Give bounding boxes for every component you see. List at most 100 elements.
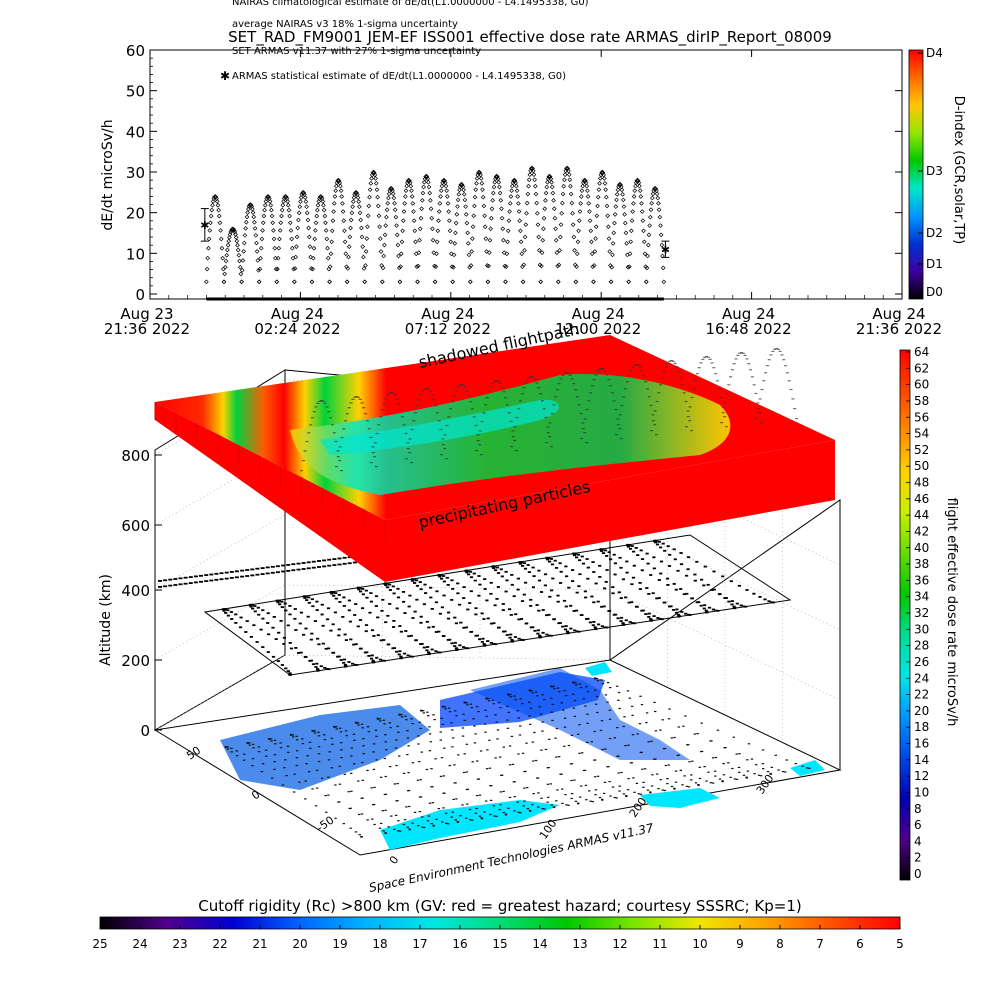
flightpath-marker (266, 622, 270, 624)
slab-track-marker (590, 385, 594, 387)
flightpath-marker (403, 612, 407, 614)
ground-track-marker (384, 775, 387, 778)
ground-track-marker (769, 772, 772, 775)
ground-track-marker (714, 756, 718, 759)
legend-armas-uncertainty: SET ARMAS v11.37 with 27% 1-sigma uncert… (232, 46, 481, 57)
flightpath-marker (529, 626, 533, 629)
upper-track-marker (224, 571, 229, 574)
ground-track-marker (309, 747, 312, 749)
ground-track-marker (269, 738, 273, 740)
flightpath-marker (752, 592, 756, 595)
ground-track-marker (642, 781, 645, 783)
ground-track-marker (348, 807, 351, 810)
flightpath-marker (294, 629, 298, 631)
armas-data-point (380, 279, 385, 285)
ground-track-marker (550, 804, 553, 806)
flightpath-marker (647, 616, 651, 618)
armas-data-point (498, 197, 504, 203)
dose-rate-colorbar: 6462605856545250484644424038363432302826… (899, 345, 959, 881)
ground-track-marker (417, 825, 420, 827)
armas-data-point (485, 279, 491, 285)
armas-data-point (275, 266, 280, 272)
ground-track-marker (494, 757, 497, 759)
ground-track-marker (559, 773, 562, 775)
flightpath-marker (679, 552, 683, 554)
upper-track-marker (265, 566, 270, 569)
flightpath-marker (442, 635, 446, 637)
armas-data-point (560, 200, 565, 206)
flightpath-marker (305, 599, 309, 601)
ground-track-marker (653, 701, 656, 703)
ground-track-marker (738, 771, 741, 773)
ground-track-marker (317, 731, 320, 733)
slab-track-marker (369, 436, 373, 439)
x-tick-label-date: Aug 24 (572, 305, 625, 323)
slab-cyan-core (320, 399, 559, 455)
flightpath-marker (502, 630, 506, 633)
ground-track-marker (570, 797, 573, 800)
plot-frame (149, 49, 903, 300)
armas-data-point (584, 183, 590, 189)
flightpath-marker (529, 605, 533, 607)
ground-track-marker (670, 737, 673, 739)
armas-data-point (237, 258, 242, 264)
armas-data-point (215, 202, 221, 208)
ground-track-marker (485, 715, 488, 717)
ground-map (153, 659, 842, 856)
ground-track-marker (496, 738, 499, 740)
upper-track-marker (281, 564, 286, 567)
upper-track-marker (301, 568, 306, 570)
ground-track-marker (711, 782, 715, 784)
armas-data-point (287, 220, 293, 226)
ground-track-marker (596, 775, 600, 777)
upper-track-marker (250, 568, 255, 571)
armas-data-point (591, 279, 596, 285)
ground-track-marker (703, 766, 706, 768)
flightpath-marker (480, 641, 484, 643)
slab-track-marker (730, 369, 734, 371)
armas-data-point (294, 234, 300, 240)
slab-track-marker (554, 396, 558, 398)
flightpath-marker (415, 579, 419, 582)
ground-track-marker (550, 697, 553, 699)
upper-track-marker (265, 572, 270, 575)
ground-track-marker (406, 826, 409, 828)
flightpath-marker (695, 601, 699, 604)
flightpath-marker (486, 640, 490, 642)
flightpath-marker (535, 604, 539, 606)
ground-track-marker (325, 811, 328, 813)
flightpath-marker (429, 586, 433, 589)
flightpath-marker (309, 638, 313, 641)
ground-track-marker (570, 763, 574, 765)
flightpath-marker (567, 586, 571, 589)
slab-track-marker (467, 395, 471, 397)
x-tick-label-time: 12:00 2022 (555, 320, 641, 338)
ground-track-marker (411, 762, 415, 764)
flightpath-marker (446, 584, 450, 586)
slab-track-marker (509, 420, 513, 423)
flightpath-marker (666, 545, 670, 548)
slab-track-marker (340, 470, 343, 472)
flightpath-marker (401, 591, 406, 593)
flightpath-marker (630, 545, 634, 547)
armas-data-point (381, 253, 387, 259)
ground-track-marker (252, 743, 255, 745)
upper-track-marker (199, 574, 203, 577)
slab-track-marker (364, 413, 368, 415)
ground-track-marker (588, 790, 591, 792)
flightpath-marker (333, 611, 337, 614)
flightpath-marker (438, 575, 442, 578)
grid-line-right-wall (609, 589, 841, 701)
armas-data-point (553, 226, 558, 232)
ground-track-marker (418, 811, 421, 813)
ground-track-marker (513, 695, 516, 697)
flightpath-marker (586, 566, 590, 569)
x-tick-label-time: 07:12 2022 (405, 320, 491, 338)
ground-track-marker (541, 694, 544, 696)
armas-data-point (286, 207, 292, 213)
ground-track-marker (711, 757, 715, 759)
ground-track-marker (434, 758, 437, 760)
flightpath-marker (391, 585, 395, 588)
slab-track-marker (559, 378, 563, 380)
